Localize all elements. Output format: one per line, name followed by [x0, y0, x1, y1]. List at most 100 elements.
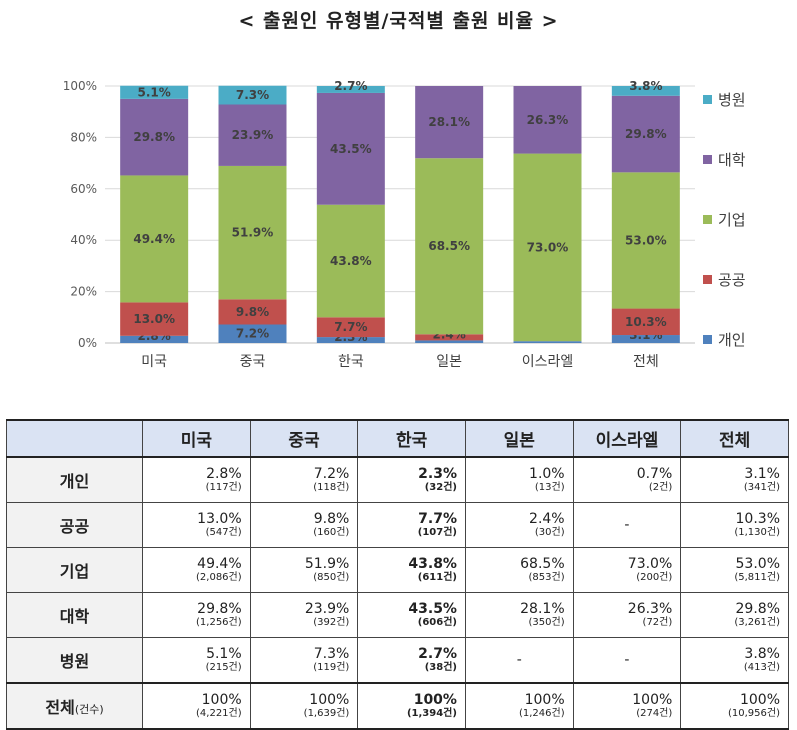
row-header: 기업	[6, 547, 143, 593]
table-cell: 7.7% (107건)	[357, 502, 466, 548]
row-header: 전체(건수)	[6, 682, 143, 730]
table-cell: -	[572, 637, 682, 684]
cell-percent: 13.0%	[197, 511, 242, 527]
legend-swatch	[703, 275, 712, 284]
table-cell: 53.0% (5,811건)	[680, 547, 789, 593]
stacked-bar-chart: 0%20%40%60%80%100%2.8%13.0%49.4%29.8%5.1…	[63, 79, 746, 370]
data-label: 7.7%	[334, 320, 367, 334]
y-tick-label: 40%	[70, 233, 97, 247]
cell-count: (274건)	[636, 708, 673, 719]
legend-swatch	[703, 95, 712, 104]
cell-count: (30건)	[534, 527, 565, 538]
bar-segment	[415, 158, 484, 335]
cell-percent: 100%	[632, 692, 673, 708]
table-cell: 13.0% (547건)	[142, 502, 251, 548]
bar-segment	[218, 299, 287, 325]
cell-percent: 7.3%	[313, 646, 350, 662]
x-tick-label: 중국	[240, 354, 266, 370]
cell-count: (547건)	[205, 527, 242, 538]
bar-segment	[611, 335, 680, 343]
table-cell: 0.7% (2건)	[572, 456, 682, 503]
bar-segment	[316, 86, 385, 93]
cell-count: (4,221건)	[196, 708, 242, 719]
data-label: 28.1%	[428, 115, 470, 129]
cell-percent: 73.0%	[627, 556, 673, 572]
table-row: 개인 2.8% (117건) 7.2% (118건) 2.3% (32건) 1.0% (13건)…	[6, 456, 789, 503]
cell-count: (160건)	[313, 527, 350, 538]
cell-count: (341건)	[743, 482, 780, 493]
bar-segment	[218, 165, 287, 300]
data-label: 13.0%	[133, 312, 175, 326]
cell-percent: 9.8%	[313, 511, 350, 527]
cell-count: (200건)	[636, 572, 673, 583]
row-header: 병원	[6, 637, 143, 684]
bar-segment	[513, 86, 582, 154]
table-cell: -	[572, 502, 682, 548]
table-cell: 100% (4,221건)	[142, 682, 251, 730]
table-cell: 2.3% (32건)	[357, 456, 466, 503]
table-row: 대학 29.8% (1,256건) 23.9% (392건) 43.5% (606건) 28.…	[6, 592, 789, 638]
bar-segment	[120, 175, 189, 303]
x-tick-label: 이스라엘	[522, 354, 574, 370]
cell-count: (611건)	[417, 572, 457, 583]
table-cell: 29.8% (1,256건)	[142, 592, 251, 638]
bar-segment	[120, 335, 189, 343]
data-label: 23.9%	[232, 128, 274, 142]
data-label: 9.8%	[236, 305, 269, 319]
cell-percent: 49.4%	[197, 556, 242, 572]
col-header: 중국	[249, 419, 359, 458]
cell-percent: 2.7%	[418, 646, 457, 662]
cell-percent: 3.8%	[744, 646, 780, 662]
cell-count: (38건)	[424, 662, 457, 673]
data-label: 3.8%	[629, 79, 662, 93]
bar-segment	[415, 334, 484, 341]
col-header: 전체	[680, 419, 789, 458]
table-cell: 3.8% (413건)	[680, 637, 789, 684]
table-cell: 2.7% (38건)	[357, 637, 466, 684]
cell-percent: 2.8%	[206, 466, 242, 482]
row-header: 대학	[6, 592, 143, 638]
bar-segment	[120, 85, 189, 99]
table-cell: 100% (10,956건)	[680, 682, 789, 730]
cell-percent: 43.5%	[408, 601, 457, 617]
data-label: 43.8%	[330, 254, 372, 268]
col-header: 이스라엘	[572, 419, 682, 458]
bar-segment	[415, 86, 484, 159]
cell-percent: 100%	[739, 692, 780, 708]
table-cell: 9.8% (160건)	[249, 502, 359, 548]
table-cell: 28.1% (350건)	[464, 592, 574, 638]
table-row: 공공 13.0% (547건) 9.8% (160건) 7.7% (107건) 2.4% (30…	[6, 502, 789, 548]
x-tick-label: 전체	[633, 354, 659, 370]
cell-count: (3,261건)	[734, 617, 780, 628]
data-label: 68.5%	[428, 239, 470, 253]
x-tick-label: 미국	[141, 354, 167, 370]
cell-count: (118건)	[313, 482, 350, 493]
row-header: 개인	[6, 456, 143, 503]
bar-segment	[316, 204, 385, 318]
cell-count: (1,130건)	[734, 527, 780, 538]
data-label: 7.2%	[236, 327, 269, 341]
data-label: 7.3%	[236, 88, 269, 102]
data-label: 10.3%	[625, 315, 667, 329]
data-label: 73.0%	[527, 240, 569, 254]
table-cell: 51.9% (850건)	[249, 547, 359, 593]
cell-percent: 43.8%	[408, 556, 457, 572]
cell-percent: 29.8%	[197, 601, 242, 617]
bar-segment	[218, 85, 287, 105]
cell-count: (72건)	[642, 617, 673, 628]
legend-label: 병원	[718, 91, 746, 109]
empty-value: -	[624, 652, 630, 668]
table-cell: 100% (1,394건)	[357, 682, 466, 730]
table-total-row: 전체(건수) 100% (4,221건) 100% (1,639건) 100% (1,394…	[6, 682, 789, 730]
table-cell: 73.0% (200건)	[572, 547, 682, 593]
bar-segment	[120, 302, 189, 336]
cell-percent: 7.2%	[313, 466, 350, 482]
cell-percent: 1.0%	[529, 466, 565, 482]
cell-count: (392건)	[313, 617, 350, 628]
table-row: 기업 49.4% (2,086건) 51.9% (850건) 43.8% (611건) 68.…	[6, 547, 789, 593]
cell-count: (10,956건)	[728, 708, 780, 719]
bar-segment	[611, 308, 680, 336]
y-tick-label: 0%	[78, 336, 97, 350]
cell-percent: 2.4%	[529, 511, 565, 527]
legend-label: 공공	[718, 271, 746, 289]
